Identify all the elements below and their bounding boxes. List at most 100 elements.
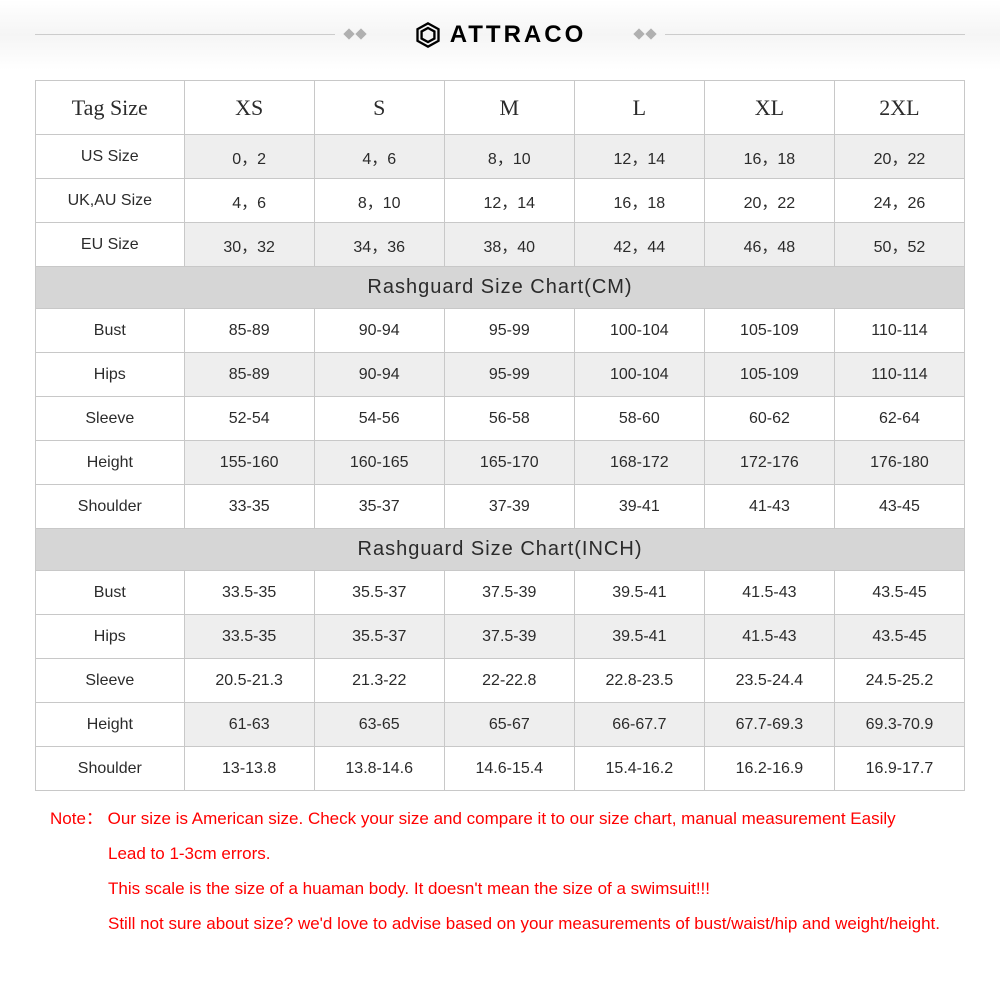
col-header: 2XL	[834, 81, 964, 135]
cell: 33.5-35	[184, 571, 314, 615]
cell: 58-60	[574, 397, 704, 441]
cell: 34，36	[314, 223, 444, 267]
row-label: EU Size	[36, 223, 185, 267]
cell: 67.7-69.3	[704, 703, 834, 747]
note-text: Still not sure about size? we'd love to …	[50, 910, 950, 939]
cell: 22-22.8	[444, 659, 574, 703]
cell: 30，32	[184, 223, 314, 267]
row-label: Height	[36, 703, 185, 747]
cell: 21.3-22	[314, 659, 444, 703]
cell: 8，10	[444, 135, 574, 179]
cell: 168-172	[574, 441, 704, 485]
cell: 62-64	[834, 397, 964, 441]
row-label: Hips	[36, 353, 185, 397]
cell: 61-63	[184, 703, 314, 747]
table-row: Height155-160160-165165-170168-172172-17…	[36, 441, 965, 485]
cell: 38，40	[444, 223, 574, 267]
cell: 63-65	[314, 703, 444, 747]
decor-right	[635, 30, 655, 38]
cell: 95-99	[444, 309, 574, 353]
cell: 33-35	[184, 485, 314, 529]
size-chart-container: Tag Size XS S M L XL 2XL US Size 0，2 4，6…	[35, 80, 965, 791]
cell: 22.8-23.5	[574, 659, 704, 703]
cell: 105-109	[704, 309, 834, 353]
decor-left	[345, 30, 365, 38]
col-header: XS	[184, 81, 314, 135]
cell: 110-114	[834, 309, 964, 353]
cell: 16.2-16.9	[704, 747, 834, 791]
brand-logo: ATTRACO	[414, 21, 587, 49]
note-block: Note： Our size is American size. Check y…	[50, 805, 950, 939]
table-row: Hips85-8990-9495-99100-104105-109110-114	[36, 353, 965, 397]
cell: 105-109	[704, 353, 834, 397]
table-row: Bust85-8990-9495-99100-104105-109110-114	[36, 309, 965, 353]
cell: 4，6	[314, 135, 444, 179]
cell: 41.5-43	[704, 615, 834, 659]
cell: 160-165	[314, 441, 444, 485]
cell: 24，26	[834, 179, 964, 223]
hexagon-icon	[414, 21, 442, 49]
section-title: Rashguard Size Chart(CM)	[36, 267, 965, 309]
col-header: S	[314, 81, 444, 135]
row-label: Shoulder	[36, 747, 185, 791]
cell: 110-114	[834, 353, 964, 397]
table-row: US Size 0，2 4，6 8，10 12，14 16，18 20，22	[36, 135, 965, 179]
cell: 85-89	[184, 309, 314, 353]
row-label: Sleeve	[36, 397, 185, 441]
cell: 100-104	[574, 353, 704, 397]
cell: 20，22	[704, 179, 834, 223]
cell: 90-94	[314, 309, 444, 353]
cell: 14.6-15.4	[444, 747, 574, 791]
cell: 50，52	[834, 223, 964, 267]
table-row: Height61-6363-6565-6766-67.767.7-69.369.…	[36, 703, 965, 747]
section-header-inch: Rashguard Size Chart(INCH)	[36, 529, 965, 571]
cell: 43.5-45	[834, 571, 964, 615]
cell: 15.4-16.2	[574, 747, 704, 791]
col-header: XL	[704, 81, 834, 135]
cell: 37-39	[444, 485, 574, 529]
col-header: L	[574, 81, 704, 135]
brand-header: ATTRACO	[0, 0, 1000, 70]
row-label: UK,AU Size	[36, 179, 185, 223]
cell: 37.5-39	[444, 615, 574, 659]
cell: 35.5-37	[314, 615, 444, 659]
note-text: Lead to 1-3cm errors.	[50, 840, 950, 869]
row-label: US Size	[36, 135, 185, 179]
cell: 66-67.7	[574, 703, 704, 747]
cell: 60-62	[704, 397, 834, 441]
cell: 95-99	[444, 353, 574, 397]
row-label: Hips	[36, 615, 185, 659]
col-header: Tag Size	[36, 81, 185, 135]
table-row: UK,AU Size 4，6 8，10 12，14 16，18 20，22 24…	[36, 179, 965, 223]
cell: 20，22	[834, 135, 964, 179]
cell: 39.5-41	[574, 571, 704, 615]
cell: 165-170	[444, 441, 574, 485]
note-label: Note：	[50, 809, 103, 828]
col-header: M	[444, 81, 574, 135]
section-header-cm: Rashguard Size Chart(CM)	[36, 267, 965, 309]
cell: 33.5-35	[184, 615, 314, 659]
cell: 43-45	[834, 485, 964, 529]
cell: 12，14	[444, 179, 574, 223]
table-row: Sleeve20.5-21.321.3-2222-22.822.8-23.523…	[36, 659, 965, 703]
note-text: Our size is American size. Check your si…	[108, 809, 896, 828]
cell: 13-13.8	[184, 747, 314, 791]
row-label: Bust	[36, 309, 185, 353]
cell: 13.8-14.6	[314, 747, 444, 791]
cell: 65-67	[444, 703, 574, 747]
table-header-row: Tag Size XS S M L XL 2XL	[36, 81, 965, 135]
section-title: Rashguard Size Chart(INCH)	[36, 529, 965, 571]
cell: 20.5-21.3	[184, 659, 314, 703]
note-text: This scale is the size of a huaman body.…	[50, 875, 950, 904]
table-row: EU Size 30，32 34，36 38，40 42，44 46，48 50…	[36, 223, 965, 267]
cell: 43.5-45	[834, 615, 964, 659]
table-row: Shoulder13-13.813.8-14.614.6-15.415.4-16…	[36, 747, 965, 791]
cell: 85-89	[184, 353, 314, 397]
table-row: Bust33.5-3535.5-3737.5-3939.5-4141.5-434…	[36, 571, 965, 615]
cell: 39.5-41	[574, 615, 704, 659]
brand-name: ATTRACO	[450, 21, 587, 49]
row-label: Height	[36, 441, 185, 485]
row-label: Sleeve	[36, 659, 185, 703]
table-row: Sleeve52-5454-5656-5858-6060-6262-64	[36, 397, 965, 441]
cell: 172-176	[704, 441, 834, 485]
